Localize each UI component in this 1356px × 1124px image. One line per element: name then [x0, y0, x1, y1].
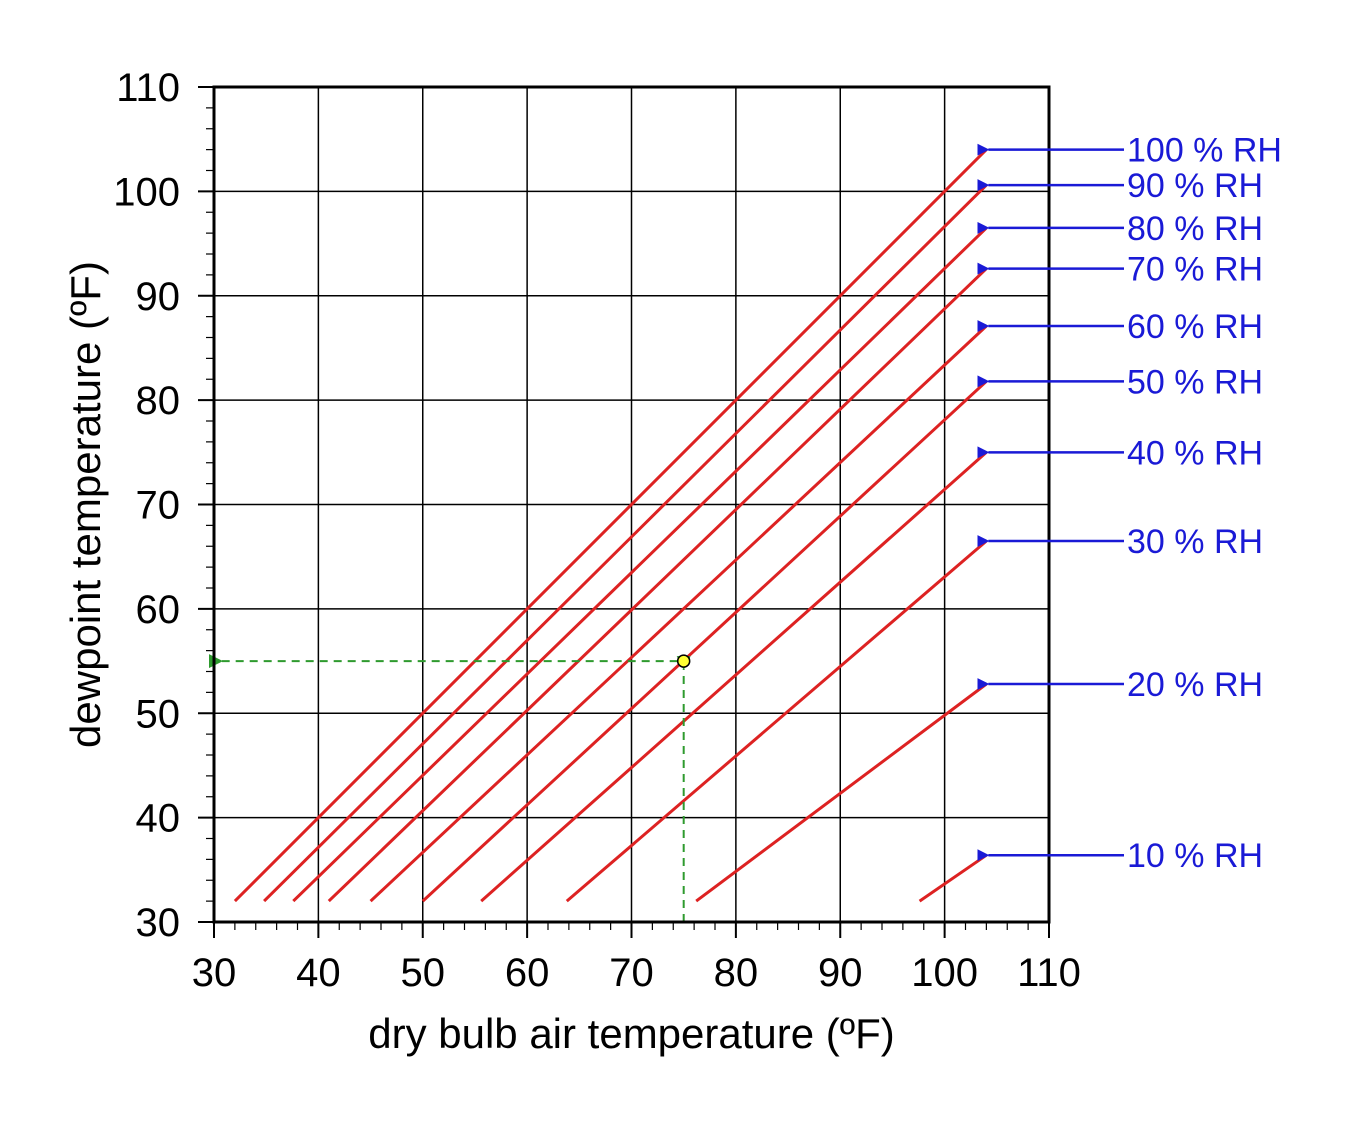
- x-tick-label: 80: [714, 951, 759, 995]
- plot-frame: [212, 85, 1051, 924]
- rh-curve-2: [292, 226, 988, 903]
- rh-label-9: 10 % RH: [1127, 837, 1263, 875]
- x-tick-label: 90: [818, 951, 863, 995]
- y-axis-title: dewpoint temperature (ºF): [62, 261, 109, 748]
- guide-lines: [209, 654, 691, 922]
- y-tick-labels: 30 40 50 60 70 80 90 100 110: [113, 66, 180, 945]
- rh-curve-8: [695, 682, 988, 903]
- x-tick-label: 100: [911, 951, 978, 995]
- x-tick-label: 70: [609, 951, 654, 995]
- rh-curve-1: [263, 184, 988, 903]
- x-tick-label: 50: [401, 951, 446, 995]
- y-tick-label: 100: [113, 170, 180, 214]
- rh-curve-0: [233, 148, 988, 903]
- y-tick-label: 60: [136, 588, 181, 632]
- example-point: [676, 654, 691, 668]
- x-tick-labels: 30 40 50 60 70 80 90 100 110: [192, 951, 1081, 995]
- y-tick-label: 50: [136, 692, 181, 736]
- rh-curves: [233, 148, 988, 903]
- rh-label-4: 60 % RH: [1127, 308, 1263, 346]
- y-tick-label: 80: [136, 379, 181, 423]
- rh-label-1: 90 % RH: [1127, 167, 1263, 205]
- x-tick-label: 110: [1017, 951, 1081, 995]
- x-tick-label: 60: [505, 951, 550, 995]
- rh-curve-3: [327, 267, 988, 903]
- rh-label-7: 30 % RH: [1127, 523, 1263, 561]
- rh-curve-6: [480, 451, 988, 903]
- rh-label-2: 80 % RH: [1127, 210, 1263, 248]
- rh-curve-4: [369, 324, 988, 903]
- rh-label-0: 100 % RH: [1127, 132, 1282, 170]
- rh-curve-9: [918, 853, 988, 903]
- rh-curve-5: [421, 380, 988, 903]
- rh-label-6: 40 % RH: [1127, 434, 1263, 472]
- grid: [214, 87, 1049, 922]
- rh-label-8: 20 % RH: [1127, 666, 1263, 704]
- y-tick-label: 90: [136, 275, 181, 319]
- y-tick-label: 40: [136, 797, 181, 841]
- rh-label-3: 70 % RH: [1127, 251, 1263, 289]
- minor-ticks: [198, 86, 1050, 938]
- x-axis-title: dry bulb air temperature (ºF): [368, 1010, 895, 1057]
- x-tick-label: 40: [296, 951, 341, 995]
- y-tick-label: 70: [136, 484, 181, 528]
- rh-curve-7: [565, 539, 988, 903]
- y-tick-label: 110: [116, 66, 180, 110]
- x-tick-label: 30: [192, 951, 237, 995]
- rh-label-5: 50 % RH: [1127, 363, 1263, 401]
- y-tick-label: 30: [136, 901, 181, 945]
